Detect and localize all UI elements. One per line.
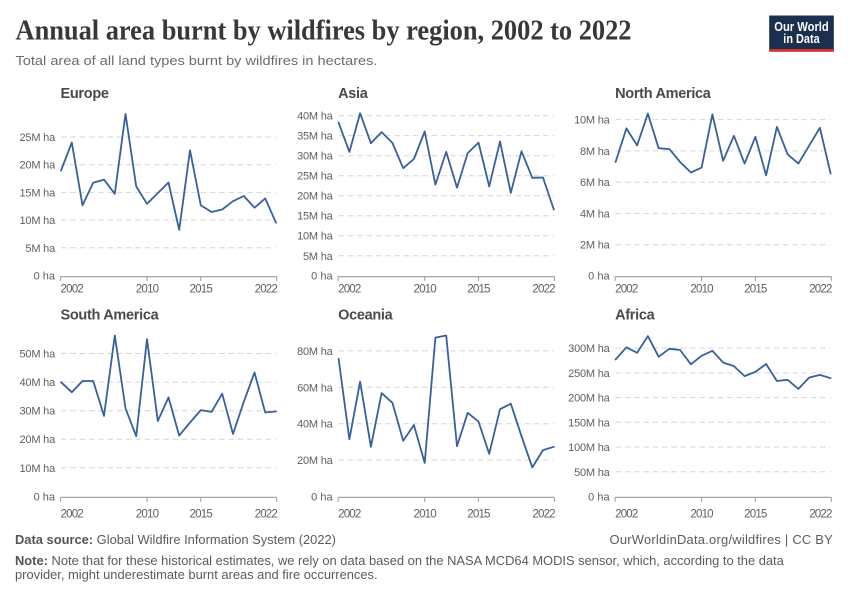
svg-text:100M ha: 100M ha xyxy=(568,442,610,454)
svg-text:Annual area burnt by wildfires: Annual area burnt by wildfires by region… xyxy=(16,16,632,47)
svg-text:40M ha: 40M ha xyxy=(297,419,334,431)
svg-text:8M ha: 8M ha xyxy=(580,146,611,158)
svg-text:6M ha: 6M ha xyxy=(580,177,611,189)
svg-text:2022: 2022 xyxy=(532,508,555,521)
svg-text:Data source: Global Wildfire I: Data source: Global Wildfire Information… xyxy=(15,532,336,547)
svg-text:2002: 2002 xyxy=(338,283,361,296)
svg-text:50M ha: 50M ha xyxy=(574,467,611,479)
svg-text:30M ha: 30M ha xyxy=(20,406,57,418)
svg-text:60M ha: 60M ha xyxy=(297,382,334,394)
svg-text:South America: South America xyxy=(61,308,160,324)
svg-text:4M ha: 4M ha xyxy=(580,208,611,220)
svg-text:2015: 2015 xyxy=(190,508,213,521)
svg-text:250M ha: 250M ha xyxy=(568,368,610,380)
svg-text:2010: 2010 xyxy=(136,508,159,521)
svg-text:40M ha: 40M ha xyxy=(297,111,334,123)
svg-text:0 ha: 0 ha xyxy=(311,271,333,283)
svg-text:80M ha: 80M ha xyxy=(297,346,334,358)
svg-text:40M ha: 40M ha xyxy=(20,377,57,389)
svg-text:2022: 2022 xyxy=(255,283,278,296)
svg-text:35M ha: 35M ha xyxy=(297,131,334,143)
svg-text:2015: 2015 xyxy=(744,508,767,521)
svg-text:Asia: Asia xyxy=(338,86,369,102)
svg-text:25M ha: 25M ha xyxy=(20,132,57,144)
svg-text:20M ha: 20M ha xyxy=(297,191,334,203)
svg-text:Africa: Africa xyxy=(615,308,656,324)
svg-text:2010: 2010 xyxy=(413,508,436,521)
svg-text:20M ha: 20M ha xyxy=(297,455,334,467)
svg-text:2002: 2002 xyxy=(615,508,638,521)
svg-text:20M ha: 20M ha xyxy=(20,160,57,172)
svg-text:15M ha: 15M ha xyxy=(20,187,57,199)
svg-text:10M ha: 10M ha xyxy=(20,215,57,227)
svg-text:Total area of all land types b: Total area of all land types burnt by wi… xyxy=(16,53,378,68)
svg-text:2002: 2002 xyxy=(615,283,638,296)
svg-text:provider, might underestimate: provider, might underestimate burnt area… xyxy=(15,567,378,582)
svg-text:10M ha: 10M ha xyxy=(574,115,611,127)
svg-text:in Data: in Data xyxy=(783,32,820,46)
svg-text:2022: 2022 xyxy=(255,508,278,521)
svg-text:0 ha: 0 ha xyxy=(311,491,333,503)
svg-text:5M ha: 5M ha xyxy=(25,243,56,255)
svg-text:2015: 2015 xyxy=(190,283,213,296)
svg-text:150M ha: 150M ha xyxy=(568,417,610,429)
svg-text:OurWorldinData.org/wildfires |: OurWorldinData.org/wildfires | CC BY xyxy=(610,532,834,547)
svg-text:North America: North America xyxy=(615,86,712,102)
svg-text:2002: 2002 xyxy=(61,508,84,521)
svg-text:2010: 2010 xyxy=(690,508,713,521)
svg-text:30M ha: 30M ha xyxy=(297,151,334,163)
svg-text:2015: 2015 xyxy=(467,283,490,296)
svg-text:10M ha: 10M ha xyxy=(20,463,57,475)
svg-text:5M ha: 5M ha xyxy=(303,251,334,263)
svg-text:2022: 2022 xyxy=(532,283,555,296)
svg-text:2022: 2022 xyxy=(809,508,832,521)
svg-text:200M ha: 200M ha xyxy=(568,393,610,405)
svg-text:2015: 2015 xyxy=(467,508,490,521)
svg-text:2002: 2002 xyxy=(338,508,361,521)
svg-text:15M ha: 15M ha xyxy=(297,211,334,223)
svg-text:Note: Note that for these hist: Note: Note that for these historical est… xyxy=(15,553,785,568)
svg-text:2022: 2022 xyxy=(809,283,832,296)
svg-text:0 ha: 0 ha xyxy=(588,491,610,503)
svg-text:Europe: Europe xyxy=(61,86,109,102)
svg-text:2010: 2010 xyxy=(136,283,159,296)
svg-text:Oceania: Oceania xyxy=(338,308,394,324)
svg-text:2M ha: 2M ha xyxy=(580,240,611,252)
svg-text:2010: 2010 xyxy=(413,283,436,296)
svg-text:0 ha: 0 ha xyxy=(34,491,56,503)
svg-text:2002: 2002 xyxy=(61,283,84,296)
svg-text:0 ha: 0 ha xyxy=(588,271,610,283)
svg-text:50M ha: 50M ha xyxy=(20,349,57,361)
svg-text:10M ha: 10M ha xyxy=(297,231,334,243)
svg-text:2015: 2015 xyxy=(744,283,767,296)
svg-text:300M ha: 300M ha xyxy=(568,343,610,355)
svg-text:Our World: Our World xyxy=(774,20,829,34)
svg-text:2010: 2010 xyxy=(690,283,713,296)
svg-text:20M ha: 20M ha xyxy=(20,434,57,446)
svg-text:0 ha: 0 ha xyxy=(34,271,56,283)
svg-text:25M ha: 25M ha xyxy=(297,171,334,183)
